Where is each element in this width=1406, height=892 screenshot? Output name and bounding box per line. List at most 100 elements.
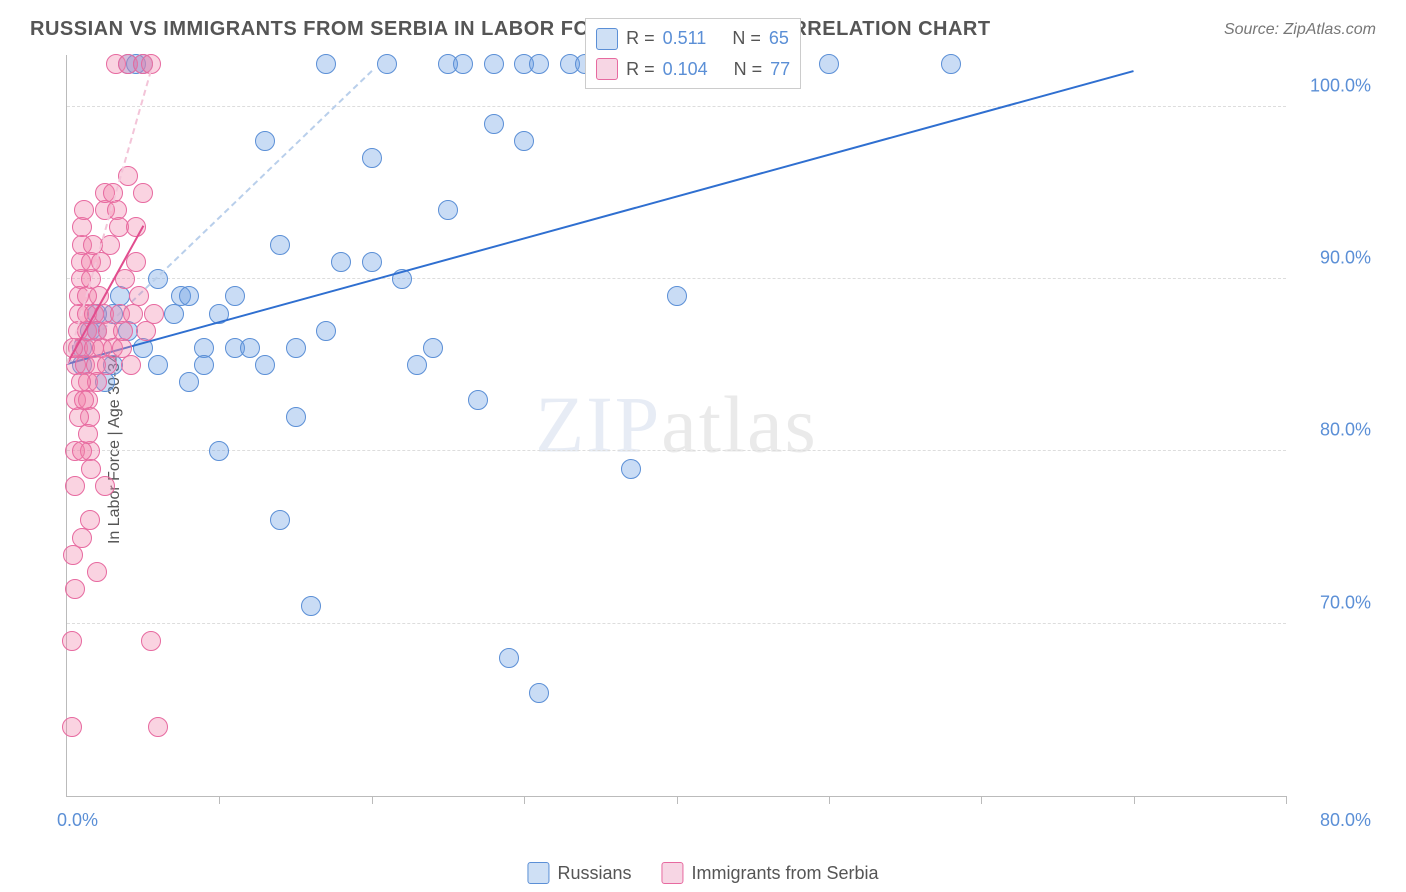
chart-container: In Labor Force | Age 30-34 ZIPatlas 0.0%… xyxy=(38,55,1386,842)
scatter-point-russians xyxy=(529,683,549,703)
scatter-point-serbia xyxy=(62,717,82,737)
gridline-horizontal xyxy=(67,623,1286,624)
scatter-point-serbia xyxy=(144,304,164,324)
scatter-point-russians xyxy=(362,252,382,272)
scatter-point-serbia xyxy=(74,200,94,220)
scatter-point-serbia xyxy=(78,424,98,444)
legend-stats-row-serbia: R = 0.104 N =77 xyxy=(596,54,790,85)
chart-title: RUSSIAN VS IMMIGRANTS FROM SERBIA IN LAB… xyxy=(30,18,991,41)
legend-swatch-serbia xyxy=(596,58,618,80)
x-axis-origin-label: 0.0% xyxy=(57,810,98,831)
scatter-point-russians xyxy=(179,372,199,392)
scatter-point-russians xyxy=(194,355,214,375)
scatter-point-serbia xyxy=(87,562,107,582)
scatter-point-russians xyxy=(529,54,549,74)
scatter-point-serbia xyxy=(113,321,133,341)
legend-swatch-serbia xyxy=(661,862,683,884)
scatter-point-serbia xyxy=(141,631,161,651)
scatter-point-russians xyxy=(316,321,336,341)
scatter-point-russians xyxy=(240,338,260,358)
y-tick-label: 90.0% xyxy=(1296,248,1371,269)
scatter-point-serbia xyxy=(65,476,85,496)
scatter-point-serbia xyxy=(65,579,85,599)
legend-r-value: 0.511 xyxy=(663,23,707,54)
legend-n-label: N = xyxy=(734,54,763,85)
watermark: ZIPatlas xyxy=(535,380,818,471)
x-axis-max-label: 80.0% xyxy=(1320,810,1371,831)
scatter-point-russians xyxy=(484,54,504,74)
trendline-russians xyxy=(67,70,1134,365)
scatter-point-serbia xyxy=(148,717,168,737)
scatter-point-serbia xyxy=(121,355,141,375)
scatter-point-serbia xyxy=(97,355,117,375)
scatter-point-serbia xyxy=(95,476,115,496)
scatter-point-russians xyxy=(819,54,839,74)
gridline-horizontal xyxy=(67,450,1286,451)
scatter-point-serbia xyxy=(80,510,100,530)
legend-item-russians: Russians xyxy=(527,862,631,884)
scatter-point-russians xyxy=(286,407,306,427)
scatter-point-serbia xyxy=(74,390,94,410)
x-tick xyxy=(524,796,525,804)
source-attribution: Source: ZipAtlas.com xyxy=(1224,21,1376,39)
legend-swatch-russians xyxy=(596,28,618,50)
gridline-horizontal xyxy=(67,106,1286,107)
legend-stats-row-russians: R =0.511 N =65 xyxy=(596,23,790,54)
legend-n-value: 77 xyxy=(770,54,790,85)
scatter-point-serbia xyxy=(129,286,149,306)
scatter-point-serbia xyxy=(136,321,156,341)
legend-label: Immigrants from Serbia xyxy=(691,863,878,884)
legend-label: Russians xyxy=(557,863,631,884)
scatter-point-russians xyxy=(316,54,336,74)
legend-item-serbia: Immigrants from Serbia xyxy=(661,862,878,884)
scatter-point-russians xyxy=(484,114,504,134)
scatter-point-russians xyxy=(621,459,641,479)
scatter-point-serbia xyxy=(81,459,101,479)
scatter-point-russians xyxy=(286,338,306,358)
x-tick xyxy=(1286,796,1287,804)
scatter-point-russians xyxy=(438,200,458,220)
scatter-point-russians xyxy=(270,510,290,530)
scatter-point-russians xyxy=(423,338,443,358)
scatter-point-serbia xyxy=(123,304,143,324)
x-tick xyxy=(372,796,373,804)
scatter-point-russians xyxy=(407,355,427,375)
scatter-point-russians xyxy=(941,54,961,74)
legend-r-label: R = xyxy=(626,54,655,85)
legend-r-value: 0.104 xyxy=(663,54,708,85)
scatter-point-russians xyxy=(255,355,275,375)
scatter-point-russians xyxy=(225,286,245,306)
scatter-point-russians xyxy=(255,131,275,151)
gridline-horizontal xyxy=(67,278,1286,279)
x-tick xyxy=(1134,796,1135,804)
legend-stats: R = 0.511 N =65R = 0.104 N =77 xyxy=(585,18,801,89)
y-tick-label: 80.0% xyxy=(1296,420,1371,441)
x-tick xyxy=(981,796,982,804)
x-tick xyxy=(219,796,220,804)
scatter-point-russians xyxy=(164,304,184,324)
scatter-point-russians xyxy=(514,131,534,151)
scatter-point-russians xyxy=(148,269,168,289)
scatter-point-russians xyxy=(362,148,382,168)
y-tick-label: 70.0% xyxy=(1296,592,1371,613)
scatter-point-russians xyxy=(453,54,473,74)
scatter-point-russians xyxy=(209,441,229,461)
legend-swatch-russians xyxy=(527,862,549,884)
legend-n-value: 65 xyxy=(769,23,789,54)
scatter-point-serbia xyxy=(63,545,83,565)
scatter-point-russians xyxy=(270,235,290,255)
x-tick xyxy=(677,796,678,804)
y-tick-label: 100.0% xyxy=(1296,75,1371,96)
legend-bottom: Russians Immigrants from Serbia xyxy=(527,862,878,884)
scatter-point-russians xyxy=(301,596,321,616)
legend-r-label: R = xyxy=(626,23,655,54)
scatter-point-russians xyxy=(377,54,397,74)
scatter-point-russians xyxy=(499,648,519,668)
scatter-point-russians xyxy=(667,286,687,306)
scatter-point-serbia xyxy=(126,252,146,272)
scatter-point-russians xyxy=(331,252,351,272)
scatter-point-serbia xyxy=(72,528,92,548)
scatter-point-serbia xyxy=(62,631,82,651)
plot-area: ZIPatlas 0.0% 80.0% 70.0%80.0%90.0%100.0… xyxy=(66,55,1286,797)
scatter-point-russians xyxy=(179,286,199,306)
